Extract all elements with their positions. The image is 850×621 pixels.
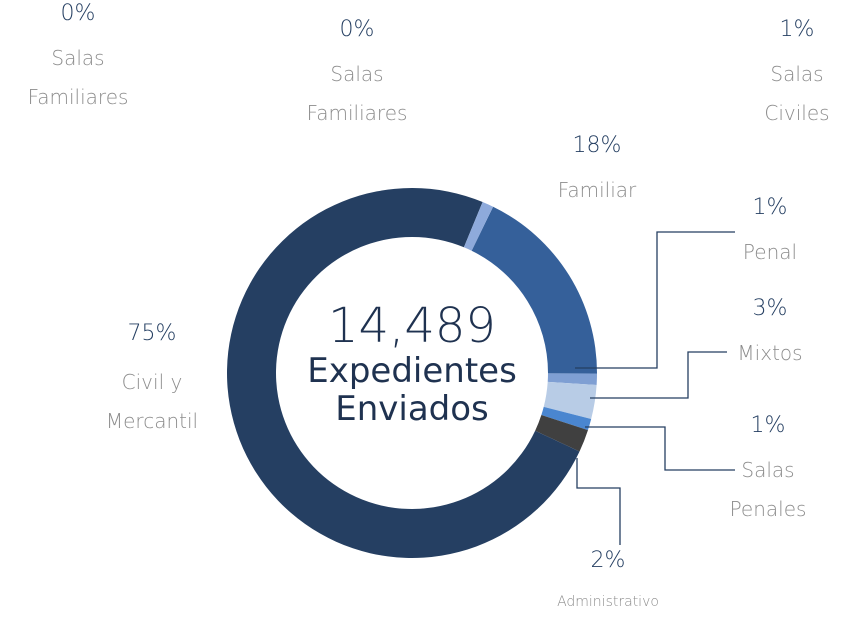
value-label: 3% <box>752 296 788 321</box>
value-label: 1% <box>779 17 815 42</box>
value-label: 75% <box>127 321 177 346</box>
category-label: Familiar <box>557 178 637 202</box>
category-label: Administrativo <box>557 594 659 610</box>
category-label: Penal <box>742 240 798 264</box>
donut-segment <box>543 381 597 420</box>
center-text: 14,489 Expedientes Enviados <box>292 300 532 428</box>
category-label: Civil y Mercantil <box>105 370 199 433</box>
leader-line <box>576 458 621 545</box>
category-label: Mixtos <box>737 341 803 365</box>
center-label: Expedientes Enviados <box>307 351 517 429</box>
donut-segment <box>471 206 597 374</box>
category-label: Salas Familiares <box>306 62 408 125</box>
value-label: 2% <box>590 548 626 573</box>
center-value: 14,489 <box>328 298 496 354</box>
donut-segment <box>541 406 592 431</box>
leader-line <box>575 231 735 369</box>
donut-segment <box>547 373 597 386</box>
value-label: 1% <box>752 195 788 220</box>
category-label: Salas Penales <box>729 458 807 521</box>
value-label: 0% <box>60 1 96 26</box>
donut-segment <box>463 202 494 251</box>
category-label: Salas Civiles <box>764 62 830 125</box>
leader-line <box>585 426 735 471</box>
category-label: Salas Familiares <box>27 46 129 109</box>
value-label: 0% <box>339 17 375 42</box>
leader-line <box>590 351 727 399</box>
value-label: 1% <box>750 413 786 438</box>
donut-segment <box>535 414 588 452</box>
value-label: 18% <box>572 133 622 158</box>
